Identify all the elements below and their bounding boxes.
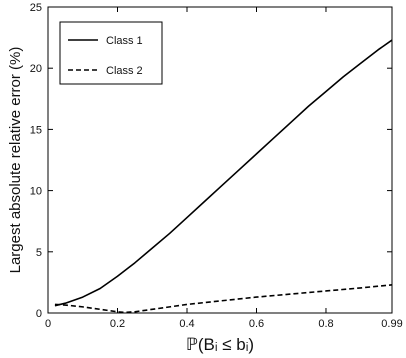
series-line-class-2 [54,284,393,314]
y-tick-label: 5 [36,247,42,259]
y-tick-label: 10 [30,186,42,198]
x-tick-label: 0.4 [179,318,194,330]
y-tick-label: 25 [30,2,42,14]
legend-label-class-2: Class 2 [106,65,143,77]
x-tick-label: 0.2 [110,318,125,330]
legend-label-class-1: Class 1 [106,35,143,47]
x-tick-label: 0.6 [249,318,264,330]
x-axis-label: ℙ(Bᵢ ≤ bᵢ) [186,335,254,354]
y-tick-label: 20 [30,63,42,75]
series-layer [54,39,393,314]
y-axis-ticks: 0 5 10 15 20 25 [30,2,392,320]
x-tick-label: 0 [45,318,51,330]
x-axis-ticks: 0 0.2 0.4 0.6 0.8 0.99 [45,7,403,330]
legend-box [59,21,163,85]
x-tick-label: 0.99 [381,318,402,330]
plot-area [47,6,393,314]
y-axis-label: Largest absolute relative error (%) [7,47,24,274]
y-tick-label: 15 [30,124,42,136]
legend: Class 1 Class 2 [59,21,163,85]
x-tick-label: 0.8 [318,318,333,330]
series-line-class-1 [54,39,393,307]
y-tick-label: 0 [36,308,42,320]
